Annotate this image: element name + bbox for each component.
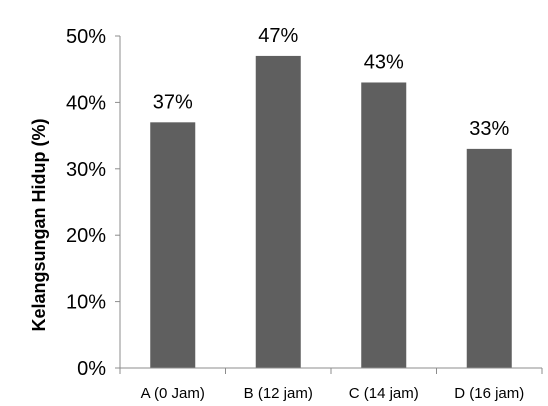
y-axis-tick-labels: 0% 10% 20% 30% 40% 50% bbox=[66, 26, 106, 380]
y-tick-label: 30% bbox=[66, 159, 106, 181]
x-tick-label: D (16 jam) bbox=[454, 385, 524, 402]
bars bbox=[150, 55, 512, 369]
x-tick-label: B (12 jam) bbox=[244, 385, 313, 402]
y-tick-label: 20% bbox=[66, 225, 106, 247]
y-axis-title: Kelangsungan Hidup (%) bbox=[29, 119, 49, 332]
y-tick-label: 0% bbox=[77, 358, 106, 380]
bar-value-label: 37% bbox=[153, 91, 193, 113]
bar bbox=[466, 148, 512, 368]
bar-value-label: 43% bbox=[364, 51, 404, 73]
bar bbox=[150, 122, 196, 368]
bar bbox=[361, 82, 407, 368]
y-tick-label: 50% bbox=[66, 26, 106, 48]
y-tick-label: 10% bbox=[66, 292, 106, 314]
data-labels: 37% 47% 43% 33% bbox=[153, 25, 510, 140]
x-tick-label: A (0 Jam) bbox=[141, 385, 205, 402]
bar-value-label: 47% bbox=[258, 25, 298, 47]
x-axis-tick-labels: A (0 Jam) B (12 jam) C (14 jam) D (16 jam) bbox=[141, 385, 525, 402]
bar-value-label: 33% bbox=[469, 118, 509, 140]
x-tick-label: C (14 jam) bbox=[349, 385, 419, 402]
y-tick-label: 40% bbox=[66, 92, 106, 114]
axes bbox=[115, 35, 543, 374]
bar bbox=[255, 55, 301, 369]
